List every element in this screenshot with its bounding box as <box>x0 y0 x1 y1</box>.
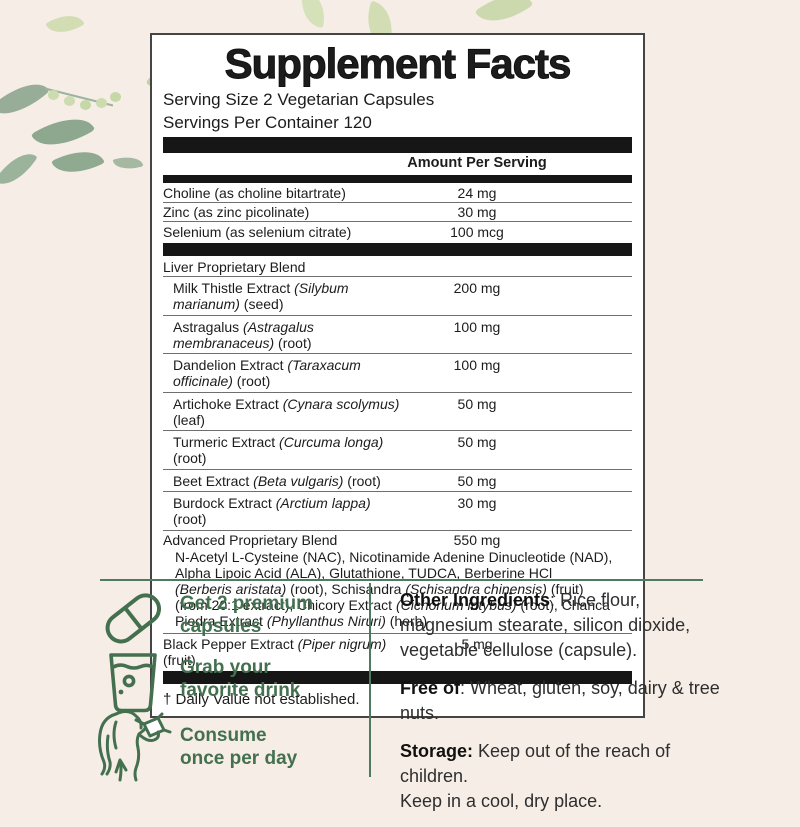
leaf-icon <box>45 6 85 42</box>
leaf-icon <box>0 71 50 127</box>
divider-bar <box>163 175 632 183</box>
vertical-divider <box>369 583 371 777</box>
fact-row: Turmeric Extract (Curcuma longa) (root) 5… <box>163 431 632 470</box>
divider-bar <box>163 242 632 256</box>
serving-size: Serving Size 2 Vegetarian Capsules <box>163 90 435 109</box>
eucalyptus-leaf-icon <box>80 100 91 110</box>
eucalyptus-leaf-icon <box>110 92 121 102</box>
free-of-label: Free of <box>400 678 461 698</box>
panel-title: Supplement Facts <box>224 40 572 87</box>
leaf-icon <box>0 144 38 194</box>
fact-row: Zinc (as zinc picolinate) 30 mg <box>163 203 632 222</box>
person-drinking-icon <box>92 706 178 787</box>
leaf-icon <box>30 105 96 159</box>
eucalyptus-leaf-icon <box>48 90 59 100</box>
facts-table: Choline (as choline bitartrate) 24 mg Zinc… <box>163 183 632 669</box>
divider-bar <box>163 137 632 153</box>
info-column: Other Ingredients: Rice flour, magnesium… <box>400 588 730 827</box>
fact-row: Astragalus (Astragalus membranaceus) (ro… <box>163 316 632 354</box>
supplement-facts-panel: Supplement Facts Serving Size 2 Vegetari… <box>150 33 645 718</box>
amount-per-serving-header: Amount Per Serving <box>407 155 547 171</box>
fact-row: Advanced Proprietary Blend 550 mg <box>163 532 501 548</box>
daily-value-footnote: † Daily Value not established. <box>163 690 360 708</box>
horizontal-divider <box>100 579 703 581</box>
fact-row: Liver Proprietary Blend <box>163 258 632 277</box>
glass-icon <box>104 652 162 719</box>
eucalyptus-leaf-icon <box>96 98 107 108</box>
fact-row: Dandelion Extract (Taraxacum officinale)… <box>163 354 632 393</box>
leaf-icon <box>297 0 329 28</box>
leaf-icon <box>112 152 144 174</box>
instruction-frequency: Consume once per day <box>180 725 298 769</box>
leaf-icon <box>474 0 534 35</box>
eucalyptus-leaf-icon <box>64 96 75 106</box>
instruction-capsules: Get 2 premium capsules <box>180 593 314 637</box>
blend-description: N-Acetyl L-Cysteine (NAC), Nicotinamide … <box>163 549 632 634</box>
divider-bar <box>163 670 632 684</box>
amount-header-row: Amount Per Serving <box>163 153 632 173</box>
fact-row: Selenium (as selenium citrate) 100 mcg <box>163 223 504 240</box>
fact-row: Artichoke Extract (Cynara scolymus) (lea… <box>163 393 632 431</box>
fact-row: Black Pepper Extract (Piper nigrum) (fru… <box>163 635 493 668</box>
storage-label: Storage: <box>400 741 474 761</box>
capsule-icon <box>98 588 168 653</box>
fact-row: Burdock Extract (Arctium lappa) (root) 30… <box>163 492 632 531</box>
free-of-text: Free of: Wheat, gluten, soy, dairy & tre… <box>400 678 720 723</box>
instruction-drink: Grab your favorite drink <box>180 657 301 701</box>
other-ingredients-label: Other Ingredients <box>400 590 551 610</box>
storage-text: Storage: Keep out of the reach of childr… <box>400 741 671 811</box>
fact-row: Choline (as choline bitartrate) 24 mg <box>163 183 632 203</box>
fact-row: Beet Extract (Beta vulgaris) (root) 50 mg <box>163 470 632 492</box>
servings-per-container: Servings Per Container 120 <box>163 112 372 132</box>
other-ingredients-text: Other Ingredients: Rice flour, magnesium… <box>400 590 691 660</box>
leaf-icon <box>51 140 105 184</box>
fact-row: Milk Thistle Extract (Silybum marianum) … <box>163 277 632 316</box>
